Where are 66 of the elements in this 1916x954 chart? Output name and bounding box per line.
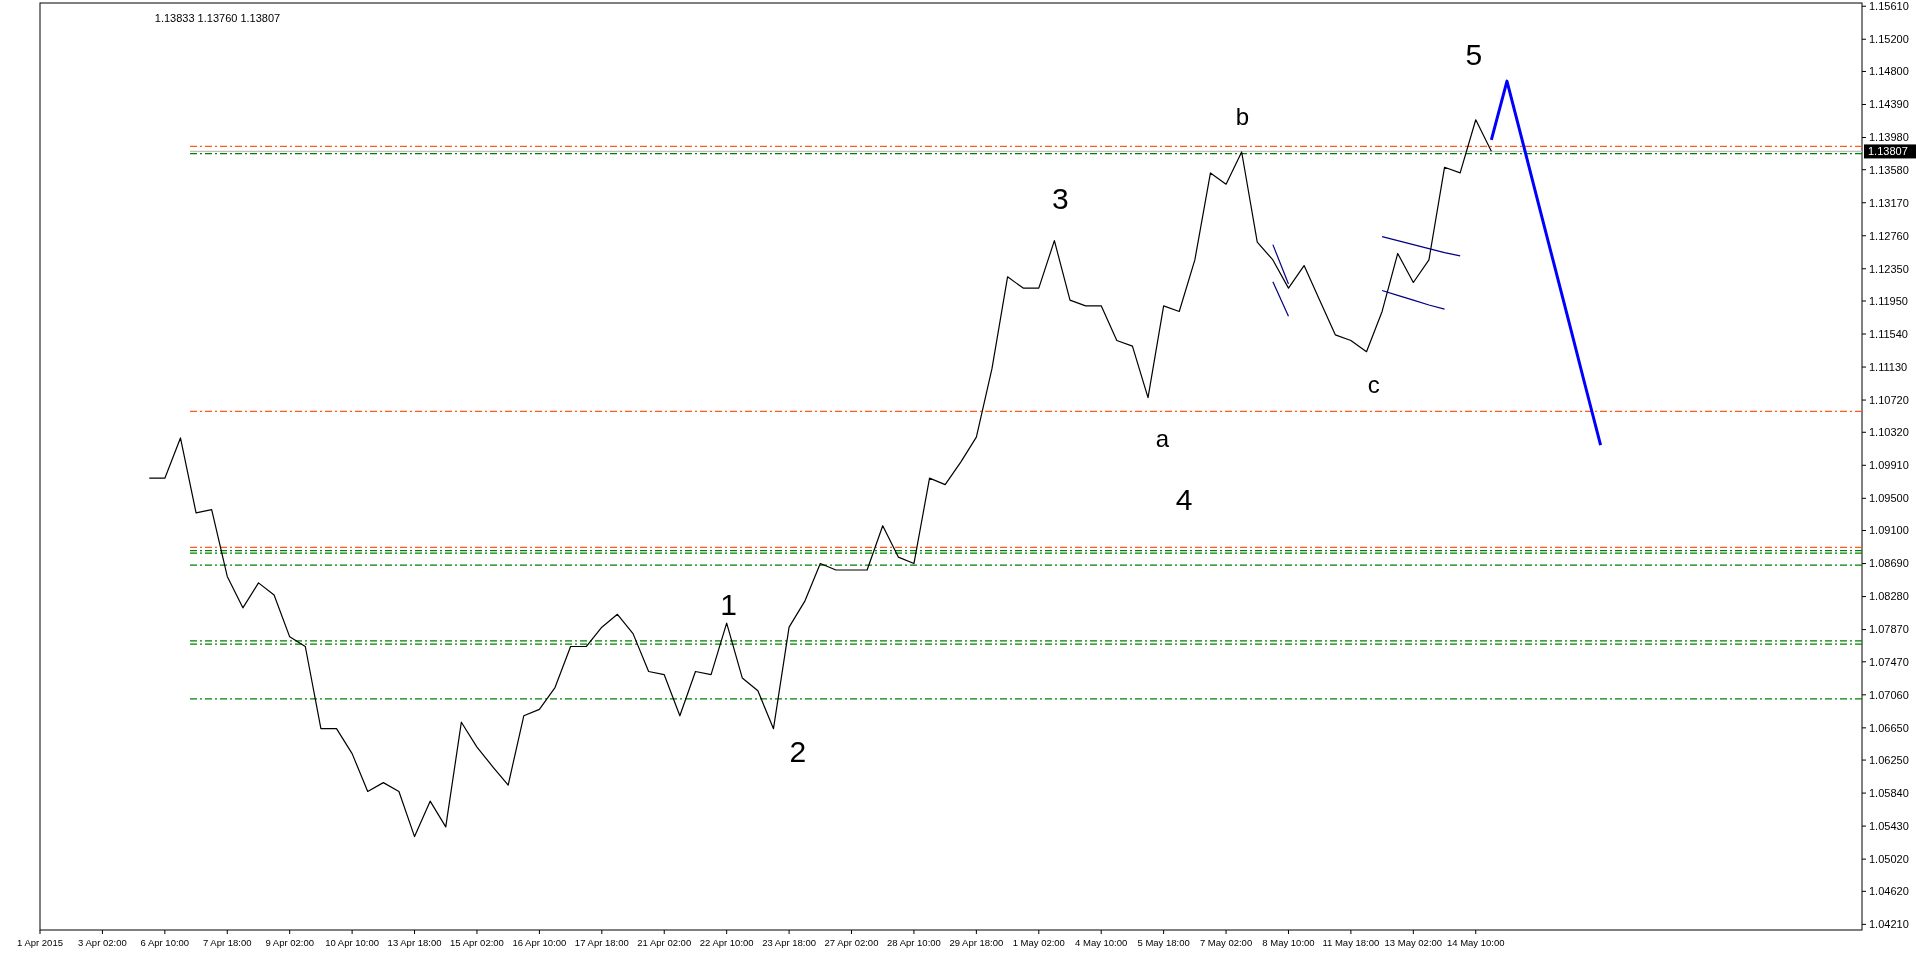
x-tick-label: 6 Apr 10:00 — [140, 937, 190, 948]
y-tick-label: 1.12350 — [1869, 262, 1909, 275]
y-tick-label: 1.04620 — [1869, 885, 1909, 898]
y-tick-label: 1.15200 — [1869, 33, 1909, 46]
y-tick-label: 1.15610 — [1869, 0, 1909, 13]
annotation: 1.13833 1.13760 1.13807 — [154, 12, 281, 25]
x-tick-label: 7 May 02:00 — [1199, 937, 1253, 948]
y-tick-label: 1.04210 — [1869, 918, 1909, 931]
x-tick-label: 5 May 18:00 — [1137, 937, 1190, 948]
x-tick-label: 16 Apr 10:00 — [512, 937, 567, 948]
x-tick-label: 10 Apr 10:00 — [325, 937, 380, 948]
y-tick-label: 1.13980 — [1869, 131, 1909, 144]
y-tick-label: 1.07870 — [1869, 623, 1909, 636]
annotation: 4 — [1175, 483, 1193, 517]
line-series — [1489, 79, 1603, 447]
x-tick-label: 4 May 10:00 — [1075, 937, 1128, 948]
x-tick-label: 1 May 02:00 — [1012, 937, 1065, 948]
x-tick-label: 8 May 10:00 — [1262, 937, 1315, 948]
y-tick-label: 1.05430 — [1869, 819, 1909, 832]
y-tick-label: 1.12760 — [1869, 229, 1909, 242]
y-tick-label: 1.06250 — [1869, 753, 1909, 766]
y-tick-label: 1.10320 — [1869, 426, 1909, 439]
line-series — [1381, 235, 1461, 257]
x-tick-label: 15 Apr 02:00 — [450, 937, 504, 948]
line-series — [1381, 289, 1446, 310]
y-tick-label: 1.09910 — [1869, 459, 1909, 472]
y-tick-label: 1.11950 — [1869, 294, 1908, 307]
y-tick-label: 1.11540 — [1869, 327, 1908, 340]
x-tick-label: 3 Apr 02:00 — [78, 937, 127, 948]
annotation: a — [1155, 425, 1170, 453]
x-tick-label: 1 Apr 2015 — [17, 937, 63, 948]
x-tick-label: 17 Apr 18:00 — [574, 937, 629, 948]
x-tick-label: 22 Apr 10:00 — [699, 937, 754, 948]
annotation: 1 — [720, 588, 738, 622]
y-tick-label: 1.09100 — [1869, 524, 1909, 537]
x-tick-label: 21 Apr 02:00 — [637, 937, 692, 948]
y-tick-label: 1.13170 — [1869, 196, 1909, 209]
x-tick-label: 27 Apr 02:00 — [824, 937, 879, 948]
y-tick-label: 1.07060 — [1869, 688, 1909, 701]
y-tick-label: 1.07470 — [1869, 655, 1909, 668]
y-tick-label: 1.05840 — [1869, 786, 1909, 799]
annotation: b — [1235, 103, 1250, 131]
annotation: c — [1367, 371, 1380, 399]
x-tick-label: 23 Apr 18:00 — [762, 937, 817, 948]
x-tick-label: 28 Apr 10:00 — [886, 937, 941, 948]
y-tick-label: 1.05020 — [1869, 852, 1909, 865]
y-tick-label: 1.10720 — [1869, 393, 1909, 406]
x-tick-label: 14 May 10:00 — [1446, 937, 1505, 948]
x-tick-label: 29 Apr 18:00 — [949, 937, 1004, 948]
y-tick-label: 1.14390 — [1869, 98, 1909, 111]
annotation: 3 — [1051, 182, 1069, 216]
x-tick-label: 13 Apr 18:00 — [387, 937, 442, 948]
x-tick-label: 7 Apr 18:00 — [202, 937, 252, 948]
y-tick-label: 1.11130 — [1869, 360, 1908, 373]
x-tick-label: 13 May 02:00 — [1384, 937, 1443, 948]
x-tick-label: 9 Apr 02:00 — [265, 937, 314, 948]
y-tick-label: 1.06650 — [1869, 721, 1909, 734]
x-tick-label: 11 May 18:00 — [1322, 937, 1380, 948]
y-tick-label: 1.14800 — [1869, 65, 1909, 78]
y-tick-label: 1.08690 — [1869, 557, 1909, 570]
y-tick-label: 1.09500 — [1869, 492, 1909, 505]
ref-line-label: 1.13807 — [1868, 145, 1908, 158]
annotation: 5 — [1465, 38, 1483, 72]
y-tick-label: 1.13580 — [1869, 163, 1909, 176]
annotation: 2 — [789, 734, 807, 768]
y-tick-label: 1.08280 — [1869, 590, 1909, 603]
